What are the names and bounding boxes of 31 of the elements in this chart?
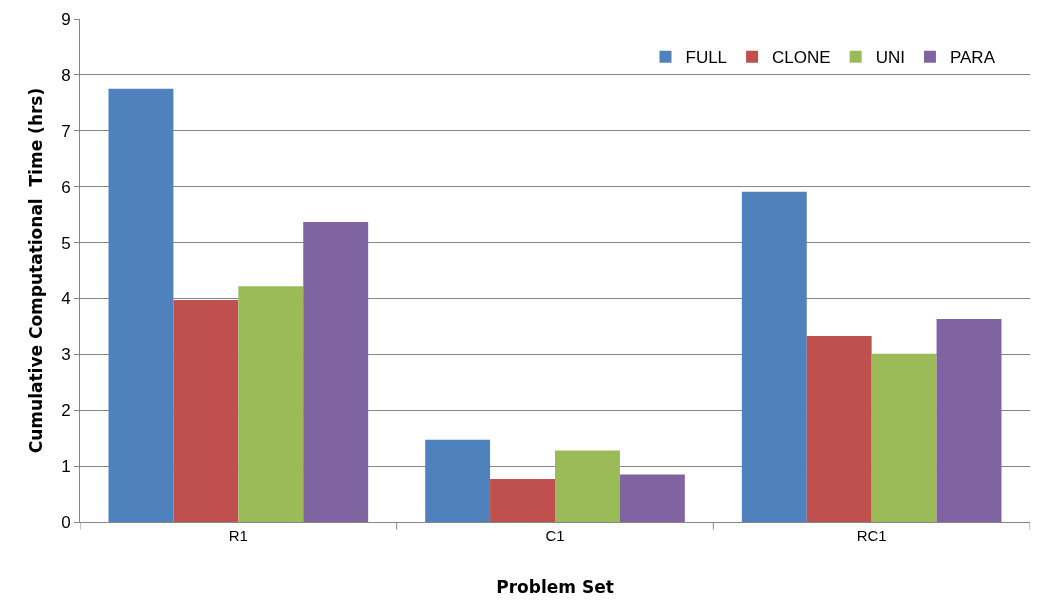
legend-label: FULL — [685, 48, 728, 68]
y-tick-label: 3 — [61, 345, 71, 365]
y-axis-title: Cumulative Computational Time (hrs) — [25, 87, 46, 454]
x-tick-label: RC1 — [856, 527, 887, 544]
bar — [425, 439, 491, 522]
legend-label: PARA — [949, 48, 996, 68]
y-tick-label: 2 — [61, 401, 71, 421]
bar — [173, 300, 239, 522]
y-tick-label: 9 — [61, 9, 71, 29]
bar — [555, 450, 620, 522]
bar — [806, 335, 872, 522]
y-tick-label: 7 — [61, 121, 71, 141]
bar — [871, 353, 937, 522]
bar — [936, 319, 1002, 522]
y-tick-label: 8 — [61, 65, 71, 85]
x-axis-title: Problem Set — [496, 577, 614, 598]
bar — [238, 286, 304, 522]
y-tick-label: 0 — [61, 512, 71, 532]
y-tick-label: 4 — [61, 289, 71, 309]
bar — [619, 474, 685, 522]
y-tick-label: 1 — [61, 457, 71, 477]
x-tick-label: R1 — [228, 527, 248, 544]
y-tick-label: 6 — [61, 177, 71, 197]
bar — [741, 191, 807, 522]
bar — [490, 478, 555, 522]
y-tick-label: 5 — [61, 233, 71, 253]
legend-label: UNI — [875, 48, 905, 68]
bar — [108, 88, 174, 522]
bar — [303, 221, 369, 522]
legend-label: CLONE — [772, 48, 831, 68]
x-tick-label: C1 — [545, 527, 565, 544]
